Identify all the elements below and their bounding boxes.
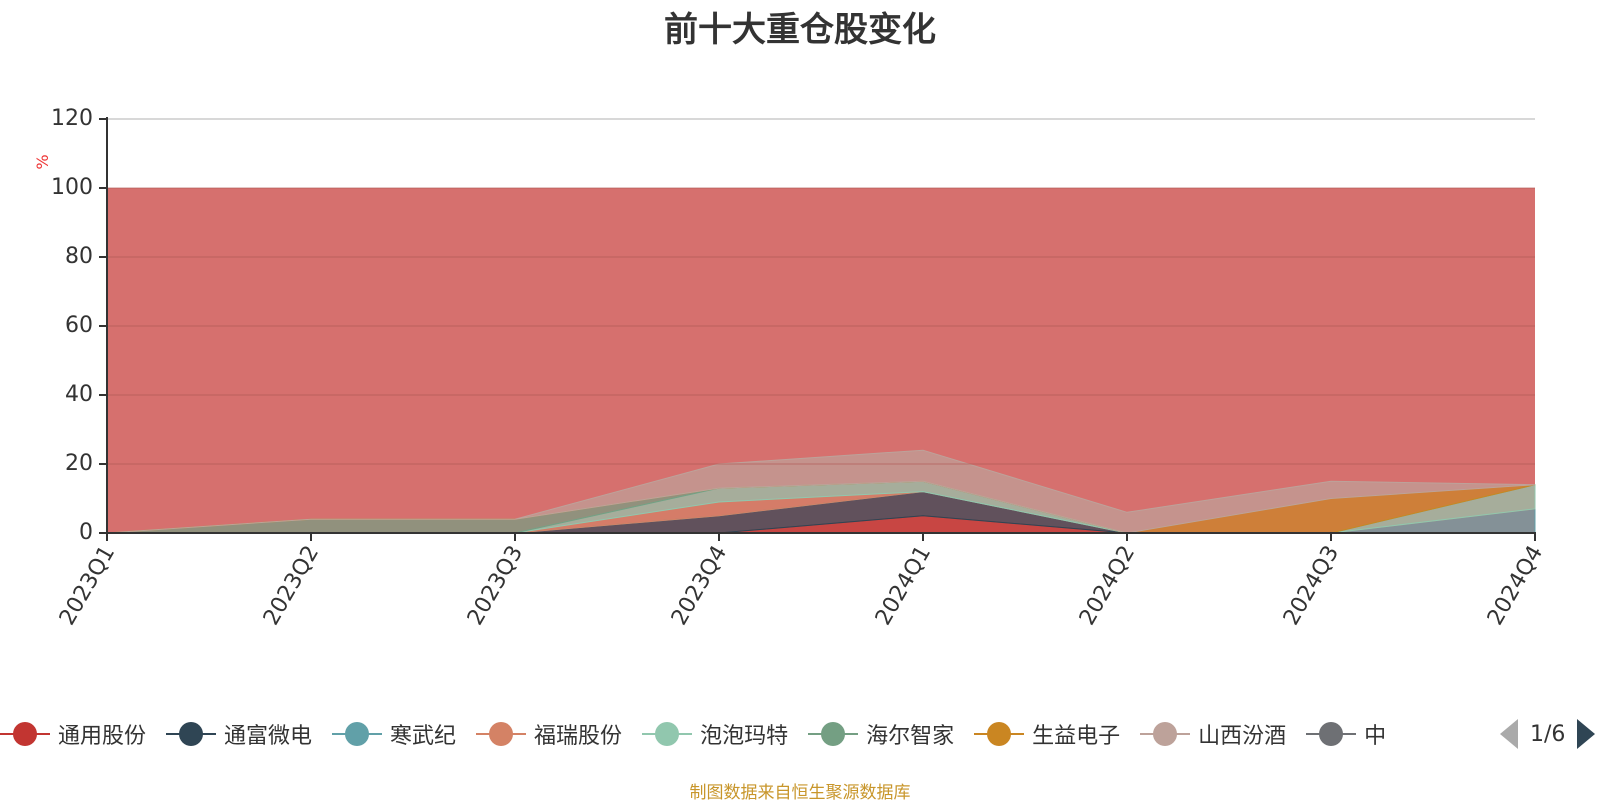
legend: 通用股份 通富微电 寒武纪 福瑞股份 泡泡玛特 海尔智家 生益电子 山西汾酒 中 1/6 (0, 712, 1600, 756)
y-tick-label: 0 (79, 520, 93, 545)
x-tick-label: 2024Q3 (1279, 542, 1344, 630)
source-note: 制图数据来自恒生聚源数据库 (689, 783, 911, 803)
y-tick-label: 60 (65, 313, 93, 338)
legend-page-indicator: 1/6 (1530, 721, 1566, 747)
legend-item[interactable]: 中 (1306, 712, 1386, 756)
legend-swatch-icon (0, 712, 50, 756)
legend-label: 生益电子 (1032, 724, 1121, 749)
x-tick-label: 2024Q1 (871, 542, 936, 630)
x-tick-label: 2023Q2 (259, 542, 324, 630)
x-tick-label: 2023Q3 (463, 542, 528, 630)
legend-swatch-icon (1140, 712, 1191, 756)
gridlines (107, 118, 1535, 465)
chart-title: 前十大重仓股变化 (664, 10, 936, 50)
legend-label: 泡泡玛特 (700, 724, 789, 749)
legend-label: 通用股份 (58, 724, 147, 749)
x-tick-label: 2024Q2 (1075, 542, 1140, 630)
area-layers (106, 449, 1536, 534)
legend-items: 通用股份 通富微电 寒武纪 福瑞股份 泡泡玛特 海尔智家 生益电子 山西汾酒 中 (0, 712, 1484, 756)
triangle-left-icon[interactable] (1500, 719, 1518, 749)
legend-pager: 1/6 (1500, 712, 1596, 756)
legend-swatch-icon (476, 712, 527, 756)
y-tick-label: 120 (51, 106, 93, 131)
axes (99, 117, 1536, 541)
legend-item[interactable]: 通用股份 (0, 712, 146, 756)
x-tick-labels: 2023Q1 2023Q2 2023Q3 2023Q4 2024Q1 2024Q2 2024… (55, 542, 1548, 630)
y-tick-label: 20 (65, 451, 93, 476)
y-tick-labels: 0 20 40 60 80 100 120 (51, 106, 93, 545)
legend-swatch-icon (808, 712, 859, 756)
x-tick-label: 2023Q4 (667, 542, 732, 630)
legend-label: 中 (1364, 724, 1387, 749)
legend-item[interactable]: 生益电子 (974, 712, 1120, 756)
y-tick-label: 100 (51, 175, 93, 200)
legend-label: 海尔智家 (866, 724, 955, 749)
y-axis-label: % (33, 154, 52, 169)
y-tick-label: 80 (65, 244, 93, 269)
legend-swatch-icon (642, 712, 693, 756)
area-series-8 (106, 449, 1536, 534)
legend-swatch-icon (974, 712, 1025, 756)
legend-item[interactable]: 寒武纪 (332, 712, 456, 756)
triangle-right-icon[interactable] (1577, 719, 1596, 749)
legend-item[interactable]: 山西汾酒 (1140, 712, 1286, 756)
legend-item[interactable]: 通富微电 (166, 712, 312, 756)
x-tick-label: 2024Q4 (1483, 542, 1548, 630)
legend-label: 寒武纪 (390, 724, 457, 749)
y-tick-label: 40 (65, 382, 93, 407)
legend-swatch-icon (166, 712, 217, 756)
legend-label: 通富微电 (224, 724, 313, 749)
legend-item[interactable]: 福瑞股份 (476, 712, 622, 756)
legend-swatch-icon (1306, 712, 1357, 756)
legend-label: 福瑞股份 (534, 724, 623, 749)
legend-swatch-icon (332, 712, 383, 756)
legend-label: 山西汾酒 (1198, 724, 1287, 749)
stacked-area-chart: 0 20 40 60 80 100 120 2023Q1 2023Q2 2023Q3 2023Q4… (33, 106, 1548, 630)
legend-item[interactable]: 泡泡玛特 (642, 712, 788, 756)
legend-item[interactable]: 海尔智家 (808, 712, 954, 756)
x-tick-label: 2023Q1 (55, 542, 120, 630)
